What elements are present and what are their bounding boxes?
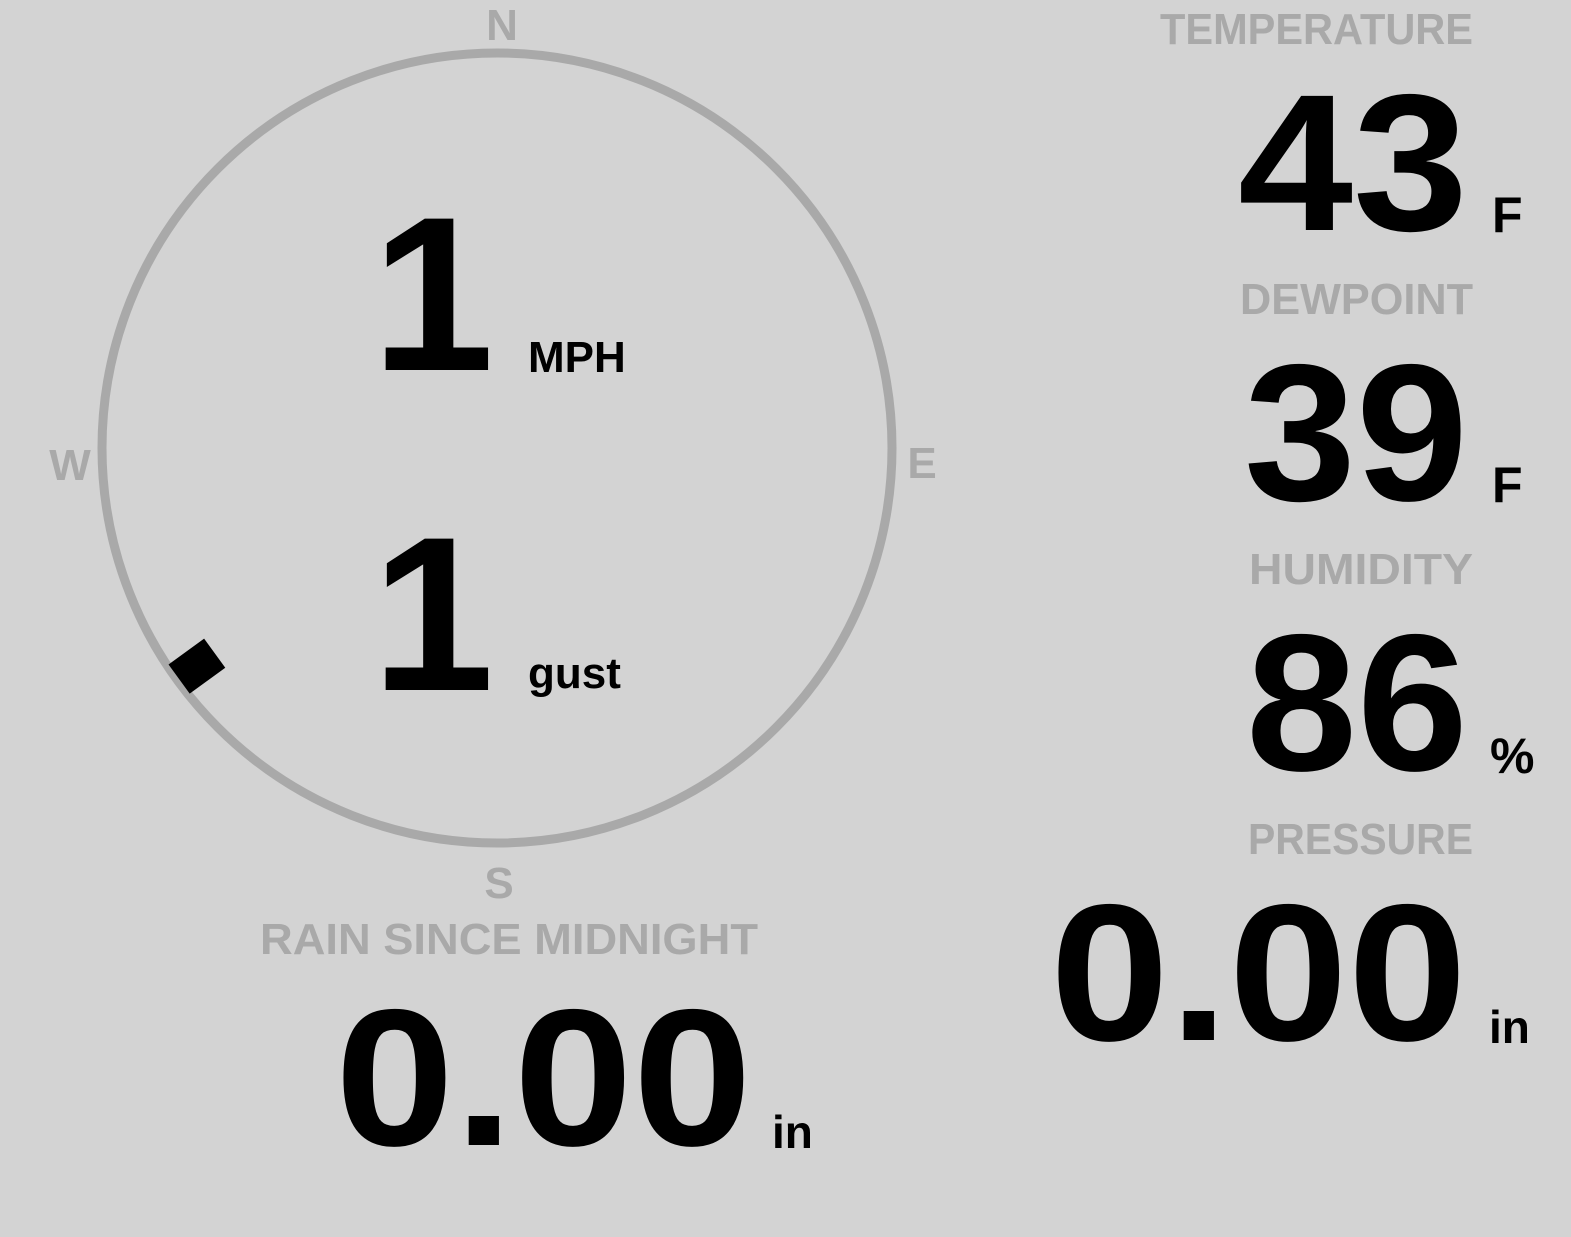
- humidity-unit: %: [1490, 728, 1534, 784]
- dewpoint-label: DEWPOINT: [1240, 275, 1473, 324]
- humidity-panel: HUMIDITY 86 %: [1246, 545, 1534, 812]
- pressure-label: PRESSURE: [1248, 815, 1473, 864]
- temperature-panel: TEMPERATURE 43 F: [1160, 5, 1523, 272]
- pressure-value: 0.00: [1050, 864, 1467, 1082]
- rain-label: RAIN SINCE MIDNIGHT: [260, 915, 758, 964]
- pressure-panel: PRESSURE 0.00 in: [1050, 815, 1530, 1082]
- humidity-value: 86: [1246, 594, 1468, 812]
- wind-direction-marker: [168, 638, 226, 694]
- temperature-value: 43: [1238, 54, 1468, 272]
- temperature-label: TEMPERATURE: [1160, 5, 1473, 54]
- rain-value: 0.00: [335, 969, 752, 1187]
- dewpoint-value: 39: [1244, 324, 1468, 542]
- pressure-unit: in: [1489, 1001, 1530, 1053]
- wind-gust-unit: gust: [528, 649, 621, 698]
- wind-gust-value: 1: [372, 491, 494, 737]
- rain-unit: in: [772, 1106, 813, 1158]
- compass-north-label: N: [486, 1, 518, 50]
- compass-ring: [97, 48, 897, 848]
- compass-west-label: W: [49, 441, 91, 490]
- compass-east-label: E: [907, 439, 936, 488]
- compass-south-label: S: [484, 859, 513, 908]
- humidity-label: HUMIDITY: [1249, 545, 1473, 594]
- dewpoint-panel: DEWPOINT 39 F: [1240, 275, 1523, 542]
- rain-panel: RAIN SINCE MIDNIGHT 0.00 in: [260, 915, 813, 1187]
- wind-compass: N S W E 1 MPH 1 gust: [49, 1, 936, 908]
- temperature-unit: F: [1492, 187, 1523, 243]
- dewpoint-unit: F: [1492, 457, 1523, 513]
- wind-speed-value: 1: [372, 171, 494, 417]
- wind-speed-unit: MPH: [528, 333, 626, 382]
